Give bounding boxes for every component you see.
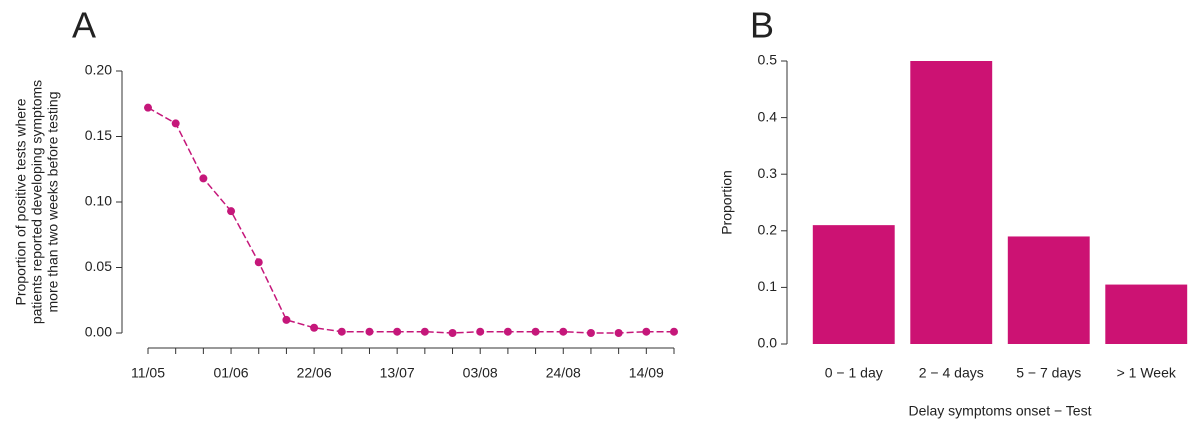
point xyxy=(420,327,429,336)
point xyxy=(227,207,236,216)
point xyxy=(171,119,180,128)
x-tick-label: 03/08 xyxy=(463,365,498,381)
y-axis-label: patients reported developing symptoms xyxy=(29,80,45,324)
y-tick-label: 0.00 xyxy=(85,324,112,340)
y-tick-label: 0.05 xyxy=(85,258,112,274)
point xyxy=(365,327,374,336)
point xyxy=(614,329,623,337)
panel-label: B xyxy=(750,5,774,46)
point xyxy=(559,327,568,336)
y-tick-label: 0.2 xyxy=(758,222,778,238)
point xyxy=(476,327,485,336)
point xyxy=(503,327,512,336)
y-tick-label: 0.1 xyxy=(758,278,778,294)
y-tick-label: 0.5 xyxy=(758,52,778,68)
point xyxy=(531,327,540,336)
x-tick-label: > 1 Week xyxy=(1117,365,1177,381)
x-tick-label: 22/06 xyxy=(297,365,332,381)
y-tick-label: 0.0 xyxy=(758,335,778,351)
y-axis-label: more than two weeks before testing xyxy=(45,91,61,312)
x-tick-label: 0 − 1 day xyxy=(825,365,883,381)
y-tick-label: 0.10 xyxy=(85,193,112,209)
point xyxy=(282,315,291,324)
x-tick-label: 14/09 xyxy=(629,365,664,381)
point xyxy=(337,327,346,336)
y-tick-label: 0.20 xyxy=(85,62,112,78)
point xyxy=(254,258,263,267)
y-axis-label: Proportion xyxy=(719,170,735,235)
bar xyxy=(1007,236,1090,344)
point xyxy=(393,327,402,336)
x-tick-label: 11/05 xyxy=(131,365,165,381)
point xyxy=(199,174,208,183)
point xyxy=(144,103,152,112)
x-tick-label: 24/08 xyxy=(546,365,581,381)
y-axis-label: Proportion of positive tests where xyxy=(13,98,29,305)
point xyxy=(586,329,595,337)
bar xyxy=(1105,284,1188,344)
bar xyxy=(812,225,895,344)
point xyxy=(310,323,319,332)
bar xyxy=(910,61,993,344)
point xyxy=(670,327,678,336)
x-tick-label: 5 − 7 days xyxy=(1016,365,1081,381)
y-tick-label: 0.3 xyxy=(758,165,778,181)
x-tick-label: 01/06 xyxy=(214,365,249,381)
y-tick-label: 0.15 xyxy=(85,127,112,143)
point xyxy=(642,327,651,336)
x-axis-label: Delay symptoms onset − Test xyxy=(909,403,1092,419)
line-series xyxy=(147,107,674,334)
point xyxy=(448,329,457,337)
panel-label: A xyxy=(72,5,96,46)
y-tick-label: 0.4 xyxy=(758,108,778,124)
x-tick-label: 2 − 4 days xyxy=(919,365,984,381)
x-tick-label: 13/07 xyxy=(380,365,415,381)
